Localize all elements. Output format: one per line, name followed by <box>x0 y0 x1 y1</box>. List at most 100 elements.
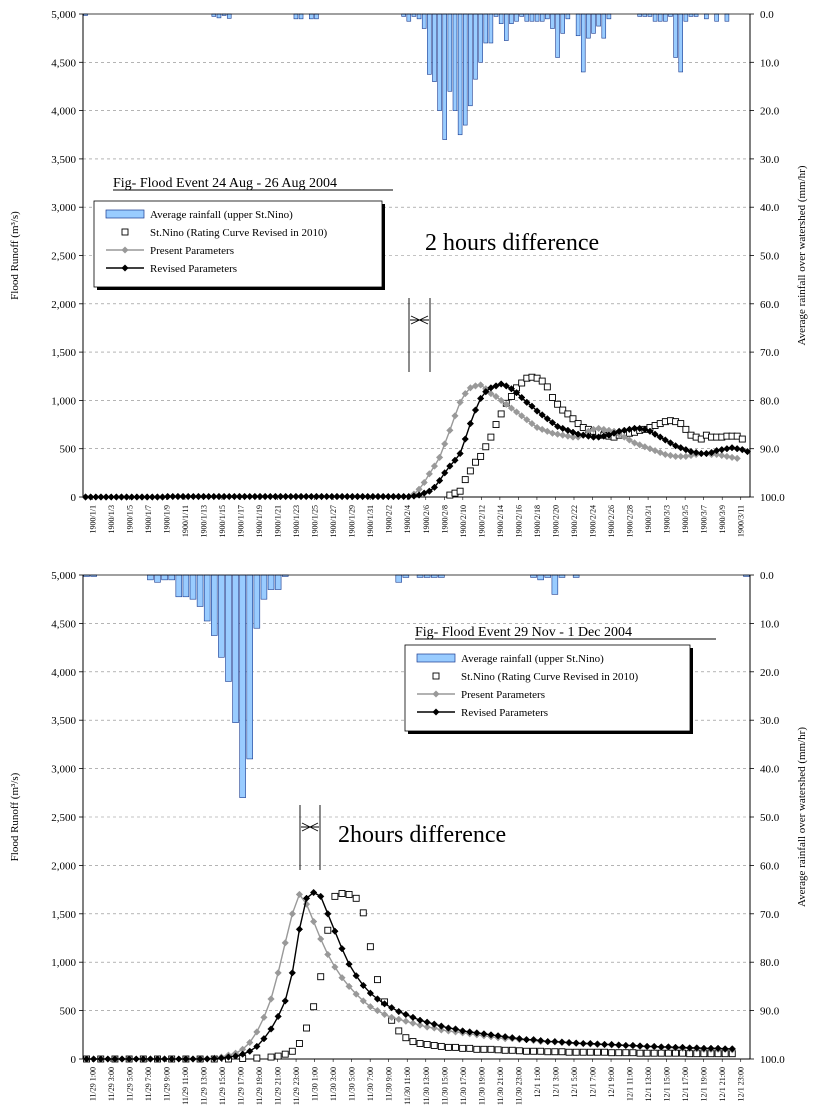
series-point <box>523 398 531 406</box>
y2-tick-label: 10.0 <box>760 57 780 69</box>
time-difference-bracket <box>299 805 321 870</box>
observed-point <box>697 435 705 443</box>
x-tick-label: 11/29 7:00 <box>144 1067 153 1101</box>
series-point <box>205 492 213 501</box>
y2-tick-label: 90.0 <box>760 444 780 456</box>
rainfall-bar <box>203 574 211 622</box>
observed-point <box>543 383 551 391</box>
rainfall-bar <box>478 13 483 63</box>
series-point <box>651 446 659 455</box>
rainfall-bar <box>601 13 607 39</box>
rainfall-bar <box>147 574 154 581</box>
x-tick-label: 1900/2/24 <box>589 505 598 537</box>
x-tick-label: 11/30 11:00 <box>403 1067 412 1105</box>
observed-point <box>487 1045 495 1053</box>
series-point <box>111 1055 119 1063</box>
series-point <box>389 492 398 501</box>
rainfall-bar <box>537 574 544 581</box>
rainfall-bar <box>714 13 719 22</box>
observed-point <box>444 1043 452 1051</box>
y-tick-label: 5,000 <box>51 9 76 21</box>
series-point <box>718 451 726 460</box>
observed-point <box>480 1045 488 1053</box>
x-tick-label: 11/30 1:00 <box>311 1067 320 1101</box>
series-point <box>425 470 433 478</box>
rainfall-bar <box>298 13 304 20</box>
x-tick-label: 11/30 19:00 <box>477 1067 486 1105</box>
rainfall-bar <box>586 13 591 39</box>
series-point <box>630 439 639 447</box>
rainfall-bars <box>83 574 750 798</box>
observed-point <box>345 890 353 898</box>
x-tick-label: 1900/3/7 <box>700 505 709 533</box>
x-tick-label: 12/1 19:00 <box>700 1067 709 1101</box>
series-point <box>266 492 274 501</box>
series-point <box>492 392 500 401</box>
series-point <box>307 492 315 501</box>
series-point <box>528 402 536 410</box>
observed-point <box>565 1048 573 1056</box>
rainfall-bar <box>580 13 586 73</box>
series-point <box>473 1029 481 1037</box>
series-present-parameters <box>82 890 736 1063</box>
series-point <box>629 1041 637 1050</box>
y2-axis-title: Average rainfall over watershed (mm/hr) <box>796 727 808 907</box>
annotation-text: 2 hours difference <box>425 230 599 256</box>
x-tick-label: 1900/2/6 <box>422 505 431 533</box>
observed-point <box>501 1046 509 1054</box>
rainfall-bar <box>253 574 261 629</box>
series-point <box>497 396 505 405</box>
series-point <box>728 1045 736 1053</box>
rainfall-bar <box>596 13 601 27</box>
series-point <box>288 969 296 977</box>
series-point <box>456 398 464 406</box>
series-point <box>738 446 746 454</box>
observed-point <box>554 400 562 408</box>
x-tick-label: 11/29 19:00 <box>255 1067 264 1105</box>
series-point <box>189 492 197 501</box>
series-point <box>302 900 311 908</box>
series-point <box>174 492 182 501</box>
legend: Average rainfall (upper St.Nino) St.Nino … <box>404 644 693 734</box>
series-point <box>420 478 428 487</box>
series-point <box>402 1017 410 1025</box>
x-tick-label: 11/30 3:00 <box>329 1067 338 1101</box>
series-point <box>317 492 326 501</box>
series-point <box>538 411 546 419</box>
legend-swatch-marker <box>121 264 129 272</box>
rainfall-bar <box>182 574 190 598</box>
series-point <box>589 433 598 441</box>
observed-point <box>549 394 556 401</box>
series-point <box>678 1043 687 1052</box>
series-point <box>395 1015 403 1023</box>
series-point <box>650 1042 658 1051</box>
x-tick-label: 1900/1/3 <box>107 505 116 533</box>
observed-point <box>682 425 690 433</box>
series-point <box>723 452 731 461</box>
x-tick-label: 1900/1/29 <box>348 505 357 537</box>
series-point <box>733 454 741 463</box>
series-point <box>502 400 510 408</box>
series-point <box>366 989 375 997</box>
series-point <box>718 446 726 454</box>
observed-point <box>558 1048 566 1056</box>
series-point <box>733 445 741 453</box>
series-point <box>533 407 541 415</box>
x-tick-label: 1900/3/5 <box>681 505 690 533</box>
observed-point <box>551 1048 559 1056</box>
observed-point <box>466 467 474 475</box>
series-point <box>138 493 146 501</box>
series-line <box>86 892 733 1060</box>
observed-point <box>359 909 367 917</box>
x-tick-label: 1900/2/12 <box>477 505 486 537</box>
series-point <box>565 1038 573 1047</box>
series-point <box>369 492 377 501</box>
rainfall-bar <box>216 13 222 19</box>
series-point <box>210 492 218 501</box>
observed-point <box>473 1045 481 1053</box>
series-point <box>656 433 664 441</box>
series-point <box>352 972 360 980</box>
legend-swatch-marker <box>121 246 129 254</box>
series-point <box>687 447 695 456</box>
rainfall-bar <box>678 13 683 73</box>
